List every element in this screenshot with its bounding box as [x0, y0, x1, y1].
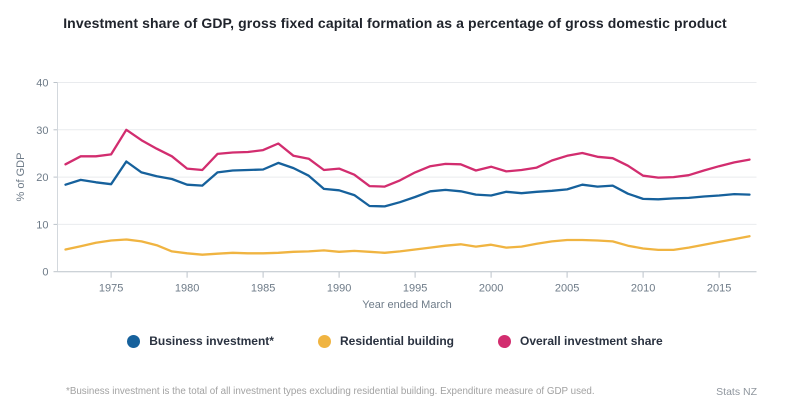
series-line-overall-investment-share — [64, 128, 751, 188]
x-axis-title: Year ended March — [362, 299, 452, 311]
y-tick-label: 10 — [36, 219, 48, 231]
legend-label: Business investment* — [149, 334, 274, 348]
line-chart: % of GDP 0 10 20 30 40 1975 1980 1985 1990 1995 20… — [15, 78, 757, 311]
legend-item-overall-investment: Overall investment share — [498, 334, 663, 348]
series-line-residential-building — [64, 235, 751, 256]
legend-label: Overall investment share — [520, 334, 663, 348]
x-tick-label: 1985 — [251, 283, 275, 295]
plot-area: 0 10 20 30 40 1975 1980 1985 1990 1995 2000 2005 201… — [36, 78, 757, 295]
x-tick-label: 2015 — [707, 283, 731, 295]
y-tick-label: 20 — [36, 172, 48, 184]
chart-title: Investment share of GDP, gross fixed cap… — [63, 15, 727, 31]
legend-label: Residential building — [339, 334, 454, 348]
x-tick-label: 1995 — [403, 283, 427, 295]
x-tick-label: 2005 — [555, 283, 579, 295]
x-tick-label: 1975 — [99, 283, 123, 295]
legend-dot-business-investment — [127, 334, 141, 348]
y-axis-title: % of GDP — [15, 153, 27, 202]
x-tick-label: 2010 — [631, 283, 655, 295]
x-tick-label: 1990 — [327, 283, 351, 295]
chart-footnote: *Business investment is the total of all… — [66, 386, 595, 397]
y-tick-label: 30 — [36, 125, 48, 137]
y-tick-label: 40 — [36, 78, 48, 90]
legend-dot-residential-building — [317, 334, 331, 348]
brand-stats-nz: Stats NZ — [716, 386, 757, 398]
y-tick-label: 0 — [42, 267, 48, 279]
x-tick-label: 1980 — [175, 283, 199, 295]
legend-dot-overall-investment — [498, 334, 511, 348]
legend-item-business-investment: Business investment* — [127, 334, 274, 348]
series-line-business-investment — [64, 160, 751, 208]
legend-item-residential-building: Residential building — [317, 334, 454, 348]
x-tick-label: 2000 — [479, 283, 503, 295]
chart-legend: Business investment* Residential buildin… — [0, 334, 790, 348]
